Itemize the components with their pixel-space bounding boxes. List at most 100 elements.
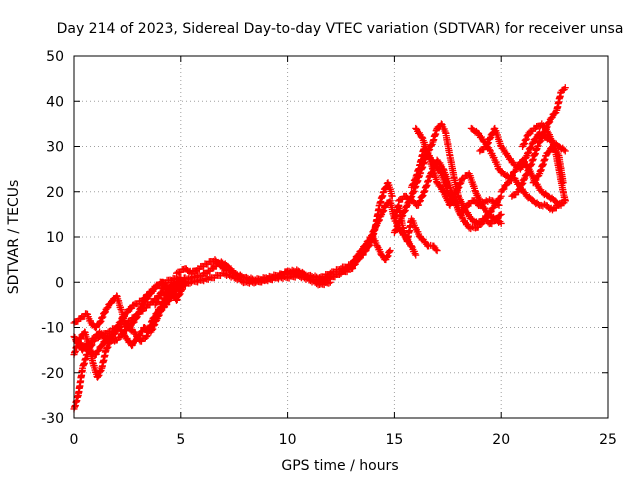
data-point bbox=[496, 194, 504, 202]
data-point bbox=[148, 321, 156, 329]
data-point bbox=[411, 176, 419, 184]
data-point bbox=[95, 371, 103, 379]
y-tick-label: 40 bbox=[46, 94, 64, 110]
data-point bbox=[166, 296, 174, 304]
data-point bbox=[177, 283, 185, 291]
data-point bbox=[486, 146, 494, 154]
data-point bbox=[561, 84, 569, 92]
y-tick-label: 20 bbox=[46, 185, 64, 201]
data-point bbox=[496, 211, 504, 219]
data-point bbox=[486, 135, 494, 143]
data-point bbox=[155, 293, 163, 301]
data-point bbox=[158, 288, 166, 296]
data-point bbox=[362, 247, 370, 255]
data-point bbox=[412, 251, 420, 259]
data-point bbox=[94, 372, 102, 380]
data-point bbox=[384, 252, 392, 260]
data-point bbox=[104, 304, 112, 312]
data-point bbox=[152, 312, 160, 320]
data-point bbox=[359, 251, 367, 259]
data-point bbox=[96, 367, 104, 375]
data-point bbox=[548, 113, 556, 121]
data-point bbox=[198, 276, 206, 284]
data-point bbox=[484, 139, 492, 147]
data-point bbox=[96, 368, 104, 376]
x-tick-label: 15 bbox=[385, 432, 403, 448]
y-tick-label: 50 bbox=[46, 49, 64, 65]
data-point bbox=[554, 150, 562, 158]
data-point bbox=[173, 296, 181, 304]
data-point bbox=[153, 311, 161, 319]
x-tick-label: 20 bbox=[492, 432, 510, 448]
x-axis-label: GPS time / hours bbox=[281, 458, 398, 474]
data-point bbox=[153, 297, 161, 305]
y-tick-label: 10 bbox=[46, 230, 64, 246]
grid bbox=[74, 56, 608, 418]
data-point bbox=[485, 196, 493, 204]
data-point bbox=[409, 181, 417, 189]
data-point bbox=[99, 341, 107, 349]
data-point bbox=[411, 250, 419, 258]
data-point bbox=[110, 328, 118, 336]
data-point bbox=[92, 350, 100, 358]
x-tick-label: 25 bbox=[599, 432, 617, 448]
y-tick-label: 0 bbox=[55, 275, 64, 291]
data-point bbox=[157, 289, 165, 297]
data-point bbox=[129, 341, 137, 349]
data-point bbox=[77, 334, 85, 342]
data-point bbox=[386, 247, 394, 255]
data-point bbox=[436, 168, 444, 176]
data-point bbox=[383, 253, 391, 261]
data-point bbox=[484, 139, 492, 147]
data-point bbox=[163, 301, 171, 309]
data-point bbox=[153, 311, 161, 319]
data-points bbox=[70, 84, 569, 413]
data-point bbox=[365, 242, 373, 250]
data-point bbox=[381, 184, 389, 192]
data-point bbox=[156, 290, 164, 298]
data-point bbox=[437, 120, 445, 128]
data-point bbox=[379, 207, 387, 215]
y-tick-label: -10 bbox=[41, 321, 64, 337]
data-point bbox=[483, 140, 491, 148]
data-point bbox=[560, 146, 568, 154]
data-point bbox=[281, 273, 289, 281]
data-point bbox=[117, 317, 125, 325]
data-point bbox=[114, 322, 122, 330]
data-point bbox=[95, 346, 103, 354]
data-point bbox=[459, 208, 467, 216]
data-point bbox=[130, 318, 138, 326]
data-point bbox=[116, 318, 124, 326]
x-tick-label: 10 bbox=[279, 432, 297, 448]
chart-title: Day 214 of 2023, Sidereal Day-to-day VTE… bbox=[57, 21, 624, 37]
data-point bbox=[150, 316, 158, 324]
data-point bbox=[433, 247, 441, 255]
data-point bbox=[114, 322, 122, 330]
data-point bbox=[407, 242, 415, 250]
data-point bbox=[410, 180, 418, 188]
data-point bbox=[365, 241, 373, 249]
data-point bbox=[408, 181, 416, 189]
data-point bbox=[383, 253, 391, 261]
x-tick-label: 0 bbox=[70, 432, 79, 448]
data-point bbox=[378, 208, 386, 216]
data-point bbox=[120, 330, 128, 338]
data-point bbox=[494, 200, 502, 208]
y-tick-label: -20 bbox=[41, 366, 64, 382]
data-point bbox=[497, 219, 505, 227]
data-point bbox=[495, 201, 503, 209]
data-point bbox=[152, 299, 160, 307]
axes: 0 5 10 15 20 25 -30 -20 -10 0 10 20 30 40 50 bbox=[41, 49, 617, 448]
data-point bbox=[480, 218, 488, 226]
data-point bbox=[148, 322, 156, 330]
data-point bbox=[326, 274, 334, 282]
x-tick-label: 5 bbox=[176, 432, 185, 448]
data-point bbox=[559, 179, 567, 187]
data-point bbox=[500, 185, 508, 193]
data-point bbox=[532, 176, 540, 184]
data-point bbox=[153, 298, 161, 306]
data-point bbox=[561, 147, 569, 155]
data-point bbox=[546, 147, 554, 155]
data-point bbox=[561, 197, 569, 205]
